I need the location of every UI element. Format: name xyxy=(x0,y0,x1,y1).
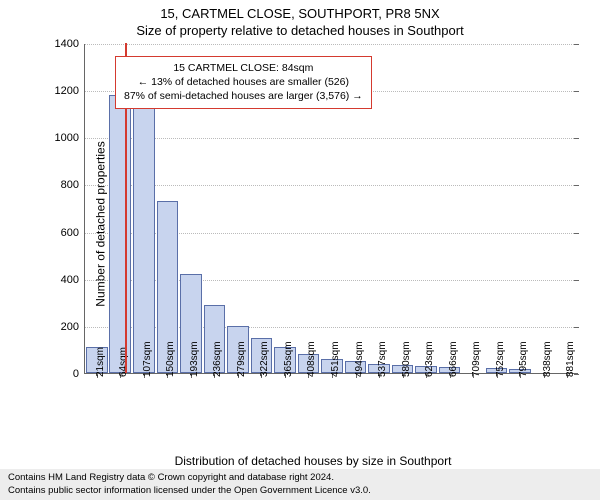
annotation-line: 15 CARTMEL CLOSE: 84sqm xyxy=(124,61,363,75)
y-tick-mark xyxy=(574,44,579,45)
y-tick-label: 800 xyxy=(61,179,85,191)
x-tick-label: 64sqm xyxy=(118,347,129,377)
x-tick-label: 408sqm xyxy=(306,341,317,377)
x-tick-label: 580sqm xyxy=(401,341,412,377)
page-subtitle: Size of property relative to detached ho… xyxy=(0,23,600,38)
footer: Contains HM Land Registry data © Crown c… xyxy=(0,469,600,500)
x-tick-label: 279sqm xyxy=(236,341,247,377)
x-tick-label: 537sqm xyxy=(377,341,388,377)
x-tick-label: 451sqm xyxy=(330,341,341,377)
y-tick-label: 1400 xyxy=(55,38,85,50)
x-tick-label: 236sqm xyxy=(212,341,223,377)
footer-line: Contains HM Land Registry data © Crown c… xyxy=(8,472,592,484)
y-tick-label: 1000 xyxy=(55,132,85,144)
y-tick-mark xyxy=(574,185,579,186)
x-tick-label: 107sqm xyxy=(142,341,153,377)
x-axis-label: Distribution of detached houses by size … xyxy=(48,454,578,468)
x-tick-label: 494sqm xyxy=(354,341,365,377)
bar xyxy=(109,95,131,373)
bar xyxy=(133,102,155,373)
y-tick-label: 0 xyxy=(73,368,85,380)
plot-area: 020040060080010001200140021sqm64sqm107sq… xyxy=(84,44,578,374)
chart: Number of detached properties 0200400600… xyxy=(48,44,578,404)
y-tick-label: 400 xyxy=(61,274,85,286)
y-tick-mark xyxy=(574,138,579,139)
x-tick-label: 666sqm xyxy=(448,341,459,377)
y-tick-label: 200 xyxy=(61,321,85,333)
x-tick-label: 838sqm xyxy=(542,341,553,377)
x-tick-label: 150sqm xyxy=(165,341,176,377)
gridline xyxy=(85,44,578,45)
annotation-line: ← 13% of detached houses are smaller (52… xyxy=(124,75,363,89)
y-tick-label: 1200 xyxy=(55,85,85,97)
x-tick-label: 709sqm xyxy=(471,341,482,377)
x-tick-label: 365sqm xyxy=(283,341,294,377)
x-tick-label: 322sqm xyxy=(259,341,270,377)
y-tick-mark xyxy=(574,233,579,234)
y-tick-mark xyxy=(574,280,579,281)
footer-line: Contains public sector information licen… xyxy=(8,485,592,497)
annotation-line: 87% of semi-detached houses are larger (… xyxy=(124,89,363,103)
y-tick-mark xyxy=(574,327,579,328)
page-title: 15, CARTMEL CLOSE, SOUTHPORT, PR8 5NX xyxy=(0,6,600,21)
title-block: 15, CARTMEL CLOSE, SOUTHPORT, PR8 5NX Si… xyxy=(0,0,600,38)
x-tick-label: 21sqm xyxy=(95,347,106,377)
y-tick-label: 600 xyxy=(61,227,85,239)
annotation-box: 15 CARTMEL CLOSE: 84sqm ← 13% of detache… xyxy=(115,56,372,109)
x-tick-label: 623sqm xyxy=(424,341,435,377)
gridline xyxy=(85,138,578,139)
x-tick-label: 881sqm xyxy=(565,341,576,377)
x-tick-label: 752sqm xyxy=(495,341,506,377)
x-tick-label: 193sqm xyxy=(189,341,200,377)
y-tick-mark xyxy=(574,91,579,92)
gridline xyxy=(85,185,578,186)
x-tick-label: 795sqm xyxy=(518,341,529,377)
